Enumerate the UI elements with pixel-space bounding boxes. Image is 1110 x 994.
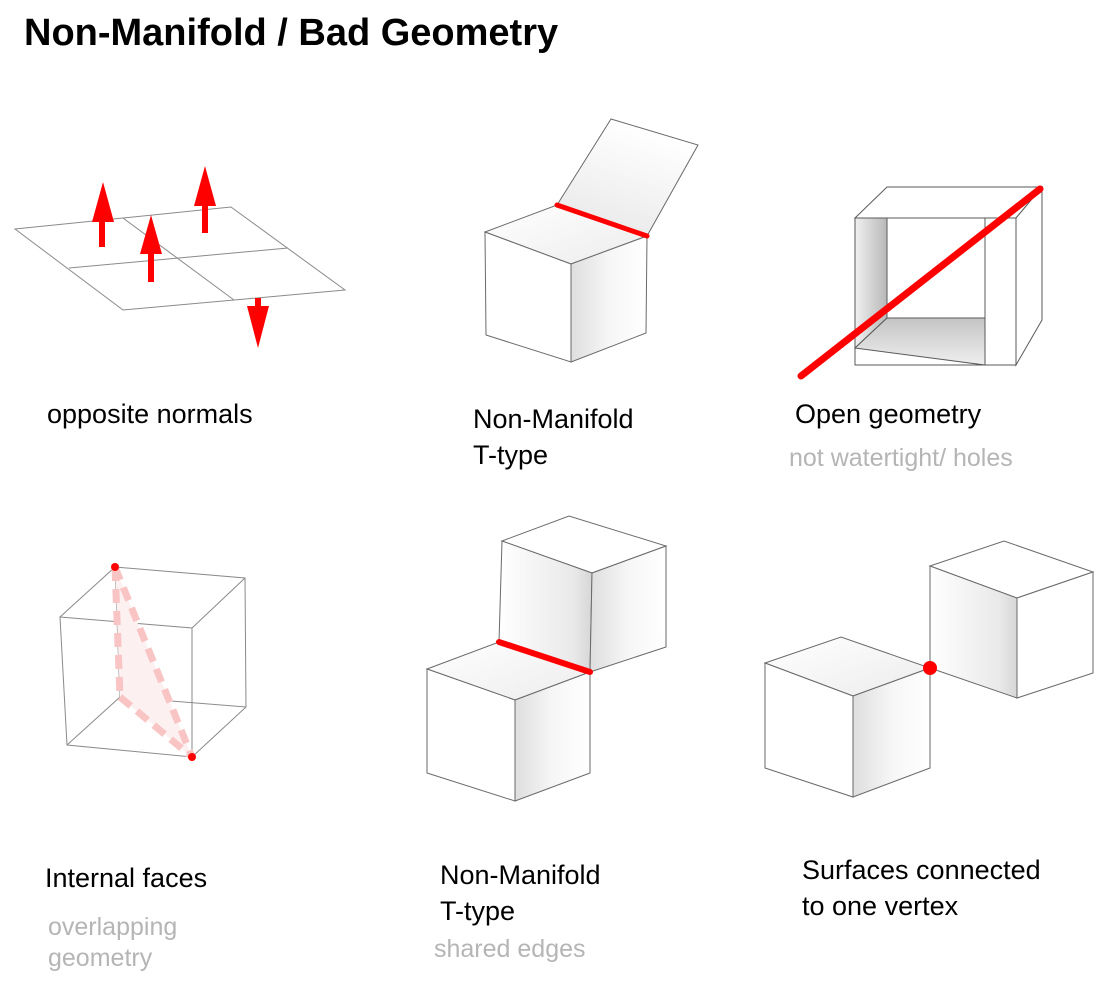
normal-arrow-up-3	[140, 215, 162, 282]
normal-arrow-down	[247, 298, 269, 348]
page-title: Non-Manifold / Bad Geometry	[24, 12, 559, 54]
box-right-face	[1015, 185, 1043, 367]
label-vertex-connected: Surfaces connected to one vertex	[802, 855, 1041, 921]
left-cube-right	[852, 667, 931, 798]
cube-right-face	[570, 235, 648, 363]
shared-vertex-highlight	[923, 661, 937, 675]
label-opposite-normals: opposite normals	[47, 399, 253, 429]
sublabel-shared-edges: shared edges	[434, 935, 586, 963]
cube-edge-1	[59, 566, 116, 618]
shared-edge-highlight	[496, 639, 593, 675]
cube-edge-3	[191, 706, 247, 758]
panel-t-type-shared-edge	[425, 515, 668, 802]
sublabel-internal-faces: overlapping geometry	[48, 913, 178, 972]
right-cube-right	[1016, 571, 1094, 699]
lower-cube-right	[514, 671, 591, 802]
panel-t-type-flap	[483, 118, 699, 363]
plane-divider-2	[122, 217, 235, 301]
label-internal-faces: Internal faces	[45, 863, 208, 893]
label-open-geometry: Open geometry	[795, 399, 982, 429]
open-edge-highlight	[797, 185, 1044, 380]
plane-quad	[13, 206, 347, 311]
label-non-manifold-t-type-1: Non-Manifold T-type	[473, 404, 634, 470]
box-front-opening	[886, 217, 986, 319]
cube-edge-4	[66, 696, 121, 746]
panel-open-geometry	[797, 185, 1044, 380]
internal-edge-diagonal	[111, 565, 196, 759]
panel-opposite-normals	[13, 166, 347, 348]
shared-edge-highlight	[554, 202, 650, 239]
label-non-manifold-t-type-2: Non-Manifold T-type	[440, 860, 601, 926]
cube-edge-2	[191, 577, 246, 629]
panel-vertex-connected	[763, 540, 1095, 798]
plane-grid	[13, 206, 347, 311]
internal-vertex-bottom	[188, 753, 196, 761]
normal-arrow-up-2	[194, 166, 216, 233]
plane-divider-1	[68, 247, 289, 269]
sublabel-open-geometry: not watertight/ holes	[789, 444, 1013, 472]
internal-edge-bottom	[117, 694, 195, 760]
normal-arrow-up-1	[92, 182, 114, 247]
panel-internal-faces	[59, 563, 247, 761]
internal-vertex-top	[111, 563, 119, 571]
upper-cube-right	[589, 545, 667, 673]
